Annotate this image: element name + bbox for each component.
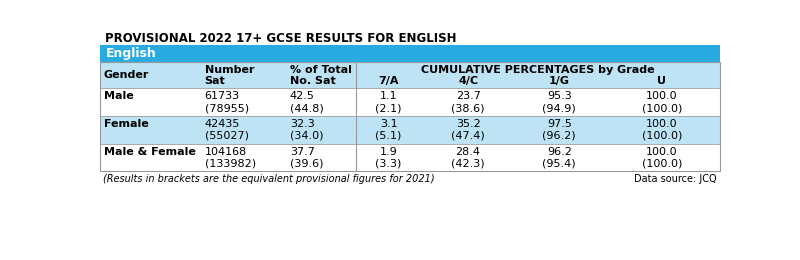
- Text: Male: Male: [104, 92, 134, 101]
- Text: % of Total: % of Total: [290, 65, 352, 75]
- Text: 7/A: 7/A: [378, 76, 399, 86]
- Text: (39.6): (39.6): [290, 159, 323, 168]
- Text: (78955): (78955): [205, 103, 249, 113]
- Text: Data source: JCQ: Data source: JCQ: [634, 174, 717, 184]
- Text: English: English: [106, 47, 157, 60]
- Text: (133982): (133982): [205, 159, 256, 168]
- Text: (100.0): (100.0): [642, 103, 682, 113]
- Text: (95.4): (95.4): [542, 159, 576, 168]
- Bar: [100, 88, 720, 116]
- Text: (100.0): (100.0): [642, 131, 682, 141]
- Bar: [100, 144, 720, 171]
- Text: Gender: Gender: [104, 70, 150, 80]
- Text: 1.9: 1.9: [380, 147, 398, 157]
- Text: 96.2: 96.2: [546, 147, 572, 157]
- Text: 61733: 61733: [205, 92, 240, 101]
- Text: (38.6): (38.6): [451, 103, 485, 113]
- Text: CUMULATIVE PERCENTAGES by Grade: CUMULATIVE PERCENTAGES by Grade: [421, 65, 654, 75]
- Text: 104168: 104168: [205, 147, 247, 157]
- Bar: [100, 62, 720, 88]
- Text: (2.1): (2.1): [375, 103, 402, 113]
- Text: (34.0): (34.0): [290, 131, 323, 141]
- Bar: [100, 45, 720, 62]
- Bar: [100, 31, 720, 45]
- Text: 100.0: 100.0: [646, 147, 678, 157]
- Text: Female: Female: [104, 119, 149, 129]
- Text: 23.7: 23.7: [456, 92, 481, 101]
- Text: (94.9): (94.9): [542, 103, 576, 113]
- Text: PROVISIONAL 2022 17+ GCSE RESULTS FOR ENGLISH: PROVISIONAL 2022 17+ GCSE RESULTS FOR EN…: [105, 32, 456, 45]
- Text: (5.1): (5.1): [375, 131, 402, 141]
- Text: 1/G: 1/G: [549, 76, 570, 86]
- Text: 100.0: 100.0: [646, 119, 678, 129]
- Text: 42.5: 42.5: [290, 92, 314, 101]
- Text: (44.8): (44.8): [290, 103, 324, 113]
- Bar: [100, 62, 720, 171]
- Text: (55027): (55027): [205, 131, 249, 141]
- Text: 1.1: 1.1: [380, 92, 398, 101]
- Text: 28.4: 28.4: [456, 147, 481, 157]
- Text: 32.3: 32.3: [290, 119, 314, 129]
- Text: 95.3: 95.3: [547, 92, 571, 101]
- Bar: [100, 171, 720, 187]
- Text: No. Sat: No. Sat: [290, 76, 336, 86]
- Text: 3.1: 3.1: [380, 119, 398, 129]
- Text: 97.5: 97.5: [546, 119, 572, 129]
- Text: 100.0: 100.0: [646, 92, 678, 101]
- Text: 4/C: 4/C: [458, 76, 478, 86]
- Text: (100.0): (100.0): [642, 159, 682, 168]
- Text: 35.2: 35.2: [456, 119, 481, 129]
- Text: (42.3): (42.3): [451, 159, 485, 168]
- Text: 42435: 42435: [205, 119, 240, 129]
- Text: Number: Number: [205, 65, 254, 75]
- Bar: [100, 116, 720, 144]
- Text: U: U: [658, 76, 666, 86]
- Text: Male & Female: Male & Female: [104, 147, 196, 157]
- Text: (3.3): (3.3): [375, 159, 402, 168]
- Text: (47.4): (47.4): [451, 131, 485, 141]
- Text: (Results in brackets are the equivalent provisional figures for 2021): (Results in brackets are the equivalent …: [103, 174, 434, 184]
- Text: Sat: Sat: [205, 76, 226, 86]
- Text: (96.2): (96.2): [542, 131, 576, 141]
- Text: 37.7: 37.7: [290, 147, 314, 157]
